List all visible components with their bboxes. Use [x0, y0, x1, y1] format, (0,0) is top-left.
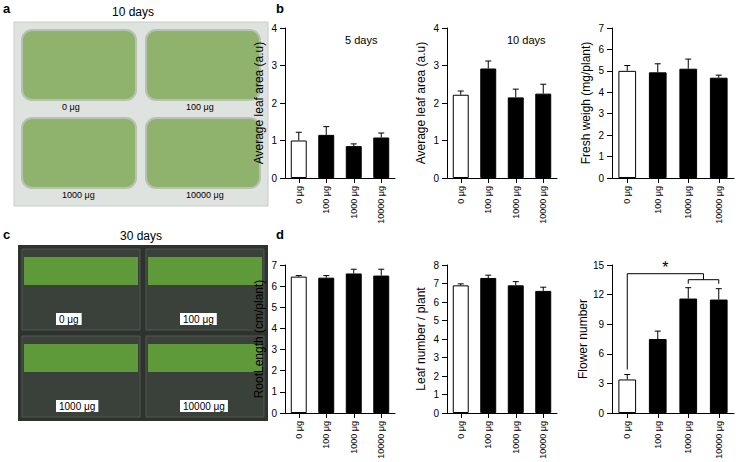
svg-text:3: 3	[433, 352, 439, 363]
svg-text:4: 4	[598, 87, 604, 98]
svg-text:100 μg: 100 μg	[483, 186, 493, 214]
svg-text:3: 3	[598, 108, 604, 119]
svg-text:Fresh weigh (mg/plant): Fresh weigh (mg/plant)	[579, 42, 593, 165]
svg-text:c: c	[3, 227, 10, 242]
svg-text:0: 0	[598, 408, 604, 419]
svg-text:a: a	[3, 1, 11, 16]
svg-text:5 days: 5 days	[345, 34, 378, 46]
svg-text:100 μg: 100 μg	[321, 186, 331, 214]
svg-text:100 μg: 100 μg	[653, 186, 663, 214]
svg-text:15: 15	[593, 260, 605, 271]
svg-text:100 μg: 100 μg	[483, 421, 493, 449]
svg-text:0 μg: 0 μg	[622, 186, 632, 204]
svg-text:5: 5	[598, 65, 604, 76]
svg-text:4: 4	[433, 334, 439, 345]
svg-text:7: 7	[433, 278, 439, 289]
svg-text:6: 6	[598, 44, 604, 55]
svg-text:10000 μg: 10000 μg	[538, 421, 548, 459]
svg-text:4: 4	[271, 23, 277, 34]
svg-text:0 μg: 0 μg	[456, 421, 466, 439]
svg-text:6: 6	[433, 297, 439, 308]
svg-text:10000 μg: 10000 μg	[538, 186, 548, 224]
svg-text:0: 0	[433, 408, 439, 419]
svg-text:RootLength (cm/plant): RootLength (cm/plant)	[252, 280, 266, 399]
svg-text:7: 7	[271, 260, 277, 271]
svg-text:2: 2	[433, 371, 439, 382]
svg-text:0: 0	[271, 173, 277, 184]
svg-text:100 μg: 100 μg	[653, 421, 663, 449]
svg-text:1000 μg: 1000 μg	[683, 421, 693, 454]
svg-text:4: 4	[433, 23, 439, 34]
svg-text:10000 μg: 10000 μg	[376, 421, 386, 459]
svg-text:0: 0	[433, 173, 439, 184]
svg-text:Average leaf area (a.u): Average leaf area (a.u)	[252, 42, 266, 165]
svg-text:d: d	[276, 227, 284, 242]
svg-text:9: 9	[598, 319, 604, 330]
svg-text:1000 μg: 1000 μg	[511, 186, 521, 219]
svg-text:10000 μg: 10000 μg	[186, 190, 224, 200]
svg-text:2: 2	[271, 98, 277, 109]
svg-text:30 days: 30 days	[120, 229, 162, 243]
svg-text:1000 μg: 1000 μg	[62, 190, 95, 200]
svg-text:0 μg: 0 μg	[622, 421, 632, 439]
svg-text:3: 3	[598, 378, 604, 389]
svg-text:3: 3	[271, 60, 277, 71]
svg-text:1000 μg: 1000 μg	[511, 421, 521, 454]
svg-text:3: 3	[271, 344, 277, 355]
svg-text:5: 5	[433, 315, 439, 326]
svg-text:Flower number: Flower number	[576, 299, 590, 379]
svg-text:8: 8	[433, 260, 439, 271]
svg-text:1000 μg: 1000 μg	[349, 421, 359, 454]
svg-text:10000 μg: 10000 μg	[714, 421, 724, 459]
svg-text:10000 μg: 10000 μg	[376, 186, 386, 224]
svg-text:3: 3	[433, 60, 439, 71]
svg-text:6: 6	[598, 348, 604, 359]
svg-text:1: 1	[598, 151, 604, 162]
svg-text:1000 μg: 1000 μg	[59, 401, 95, 412]
svg-text:0 μg: 0 μg	[294, 421, 304, 439]
svg-text:7: 7	[598, 23, 604, 34]
svg-text:10 days: 10 days	[112, 5, 154, 19]
svg-text:10000 μg: 10000 μg	[714, 186, 724, 224]
svg-text:0 μg: 0 μg	[456, 186, 466, 204]
svg-text:100 μg: 100 μg	[321, 421, 331, 449]
svg-text:0 μg: 0 μg	[62, 102, 80, 112]
svg-text:0: 0	[271, 408, 277, 419]
svg-text:4: 4	[271, 323, 277, 334]
svg-text:10 days: 10 days	[507, 34, 546, 46]
svg-text:6: 6	[271, 281, 277, 292]
svg-text:12: 12	[593, 289, 605, 300]
svg-text:0: 0	[598, 173, 604, 184]
svg-text:0 μg: 0 μg	[294, 186, 304, 204]
svg-text:1: 1	[271, 386, 277, 397]
svg-text:1000 μg: 1000 μg	[683, 186, 693, 219]
svg-text:2: 2	[433, 98, 439, 109]
svg-text:1: 1	[433, 389, 439, 400]
svg-text:100 μg: 100 μg	[186, 102, 214, 112]
svg-text:0 μg: 0 μg	[59, 314, 79, 325]
svg-text:Leaf number / plant: Leaf number / plant	[414, 287, 428, 391]
svg-text:2: 2	[598, 130, 604, 141]
svg-text:100 μg: 100 μg	[183, 314, 214, 325]
svg-text:1000 μg: 1000 μg	[349, 186, 359, 219]
svg-text:10000 μg: 10000 μg	[183, 401, 225, 412]
svg-text:5: 5	[271, 302, 277, 313]
svg-text:*: *	[662, 259, 668, 276]
svg-text:1: 1	[271, 135, 277, 146]
svg-text:1: 1	[433, 135, 439, 146]
svg-text:2: 2	[271, 365, 277, 376]
svg-text:Average leaf area (a.u): Average leaf area (a.u)	[414, 42, 428, 165]
svg-text:b: b	[276, 1, 284, 16]
